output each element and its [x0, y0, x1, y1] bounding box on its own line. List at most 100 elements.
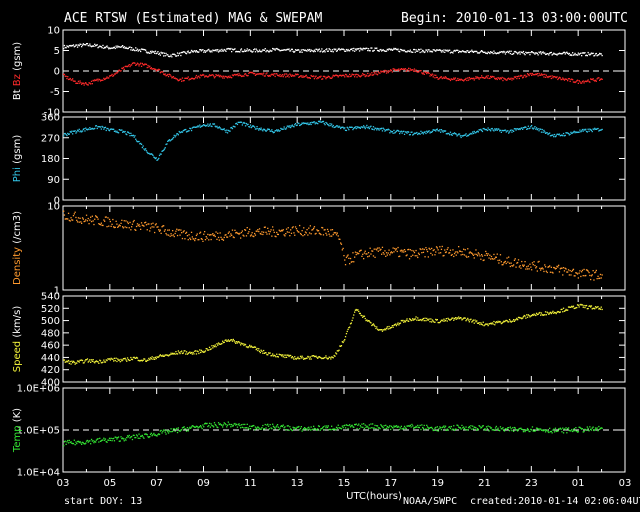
data-point — [151, 226, 153, 228]
data-point — [217, 51, 220, 53]
ylabel-mag: Bt Bz (gsm) — [12, 42, 23, 100]
data-point — [208, 75, 210, 77]
data-point — [98, 126, 100, 128]
data-point — [72, 44, 75, 46]
data-point — [522, 128, 524, 130]
data-point — [197, 239, 199, 241]
data-point — [177, 427, 179, 429]
data-point — [165, 52, 167, 55]
data-point — [167, 140, 169, 142]
data-point — [76, 46, 79, 48]
data-point — [555, 77, 557, 79]
data-point — [308, 123, 310, 126]
data-point — [169, 431, 171, 433]
data-point — [134, 357, 136, 359]
data-point — [67, 359, 70, 362]
data-point — [161, 52, 163, 55]
data-point — [524, 74, 526, 76]
data-point — [545, 314, 547, 316]
data-point — [331, 356, 334, 358]
data-point — [285, 127, 288, 129]
data-point — [168, 430, 170, 432]
data-point — [280, 75, 282, 78]
data-point — [99, 437, 101, 439]
data-point — [389, 254, 391, 256]
data-point — [437, 321, 439, 324]
data-point — [549, 52, 552, 54]
data-point — [322, 426, 325, 428]
data-point — [174, 77, 176, 79]
data-point — [222, 128, 224, 131]
data-point — [185, 353, 187, 355]
data-point — [226, 48, 229, 50]
data-point — [337, 48, 339, 50]
data-point — [234, 73, 236, 76]
data-point — [221, 238, 223, 240]
data-point — [318, 232, 320, 234]
data-point — [438, 49, 440, 51]
data-point — [258, 50, 260, 53]
data-point — [281, 128, 283, 130]
data-point — [404, 51, 407, 53]
data-point — [389, 70, 391, 72]
data-point — [397, 322, 399, 324]
data-point — [390, 327, 392, 329]
data-point — [190, 238, 192, 241]
data-point — [90, 128, 93, 130]
data-point — [363, 47, 365, 49]
data-point — [276, 130, 279, 132]
data-point — [192, 78, 194, 80]
data-point — [216, 426, 218, 428]
data-point — [544, 52, 546, 54]
data-point — [516, 317, 518, 320]
data-point — [82, 362, 84, 364]
data-point — [93, 80, 95, 82]
data-point — [294, 226, 297, 228]
data-point — [500, 428, 502, 430]
data-point — [321, 48, 323, 50]
data-point — [399, 68, 402, 71]
data-point — [585, 429, 587, 431]
data-point — [352, 74, 354, 76]
data-point — [67, 46, 70, 48]
data-point — [114, 73, 116, 75]
data-point — [381, 71, 383, 73]
data-point — [125, 359, 127, 361]
data-point — [247, 232, 249, 235]
data-point — [510, 262, 512, 264]
data-point — [239, 342, 241, 344]
data-point — [105, 77, 107, 79]
data-point — [440, 131, 442, 133]
data-point — [205, 423, 207, 425]
data-point — [81, 359, 84, 362]
data-point — [591, 78, 593, 81]
data-point — [264, 129, 266, 131]
data-point — [140, 435, 142, 437]
data-point — [183, 51, 185, 53]
data-point — [523, 429, 525, 431]
data-point — [413, 427, 415, 429]
data-point — [171, 77, 173, 79]
data-point — [215, 49, 217, 51]
data-point — [585, 54, 587, 57]
data-point — [492, 129, 494, 131]
data-point — [453, 252, 456, 255]
data-point — [93, 223, 95, 226]
data-point — [80, 442, 82, 444]
data-point — [482, 128, 484, 130]
data-point — [220, 76, 222, 78]
data-point — [520, 317, 522, 319]
data-point — [298, 358, 300, 360]
data-point — [287, 74, 289, 76]
data-point — [242, 423, 244, 426]
data-point — [590, 305, 593, 307]
data-point — [422, 427, 425, 429]
data-point — [106, 226, 108, 228]
data-point — [589, 81, 591, 83]
data-point — [311, 355, 313, 357]
data-point — [294, 49, 297, 51]
data-point — [341, 74, 343, 77]
data-point — [472, 320, 474, 322]
data-point — [469, 133, 471, 135]
data-point — [157, 433, 159, 436]
